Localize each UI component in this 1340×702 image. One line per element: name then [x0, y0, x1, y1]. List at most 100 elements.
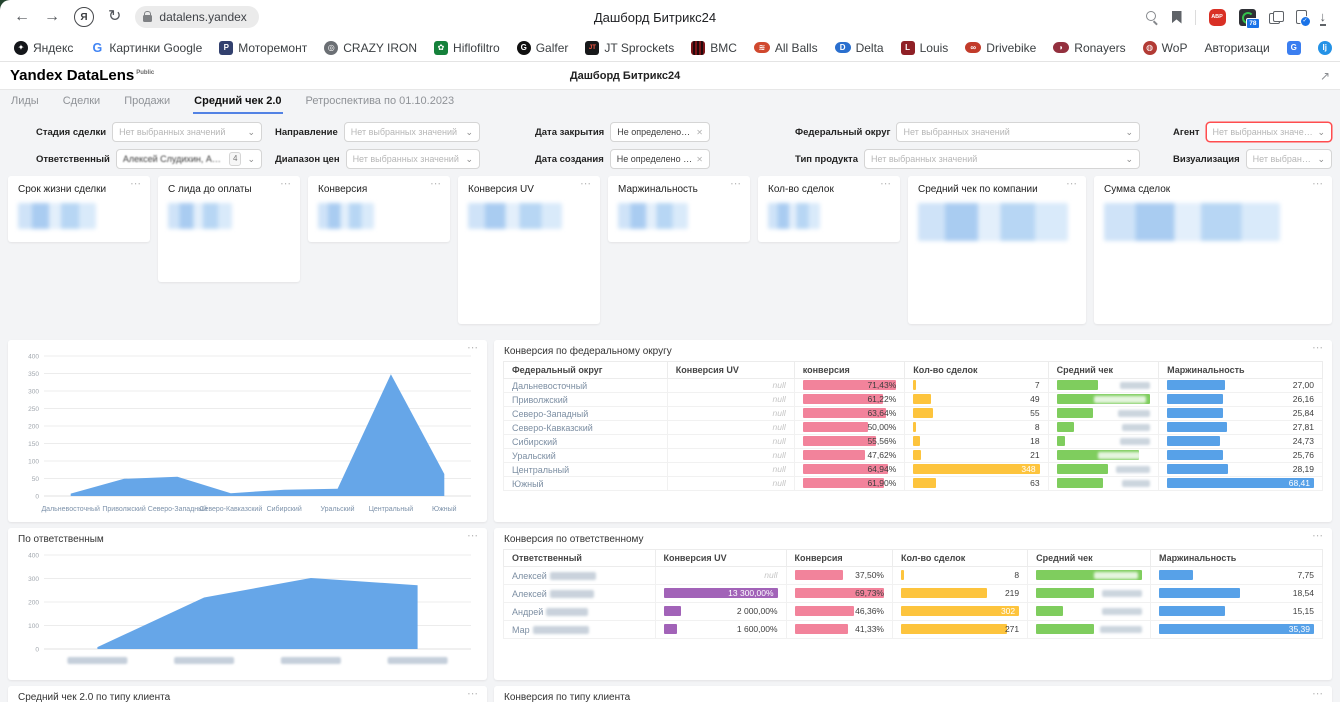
datalens-logo[interactable]: Yandex DataLens Public	[10, 67, 154, 84]
share-icon[interactable]: ↗	[1319, 68, 1330, 83]
back-button[interactable]: ←	[14, 8, 30, 25]
bookmark-icon[interactable]	[1171, 10, 1182, 24]
widget-menu-button[interactable]: ⋯	[430, 178, 442, 190]
bookmark-item[interactable]: ≋ All Balls	[753, 40, 818, 55]
tab-продажи[interactable]: Продажи	[124, 95, 171, 107]
bookmark-item[interactable]: D Delta	[834, 41, 884, 55]
column-header[interactable]: Конверсия	[785, 549, 894, 567]
table-bar-cell: 21	[913, 450, 1040, 461]
filter-control[interactable]: Нет выбранных значений⌄	[345, 149, 480, 169]
svg-text:100: 100	[28, 459, 39, 466]
search-icon[interactable]	[1145, 10, 1159, 24]
tab-ретроспектива-по-01-10-2023[interactable]: Ретроспектива по 01.10.2023	[305, 95, 455, 107]
table-bar-cell: 25,84	[1167, 408, 1314, 419]
widget-menu-button[interactable]: ⋯	[467, 342, 479, 354]
counter-extension-icon[interactable]: 78	[1238, 8, 1260, 29]
column-header[interactable]: Кол-во сделок	[904, 361, 1049, 379]
table-bar-cell	[1056, 408, 1151, 419]
column-header[interactable]: Средний чек	[1027, 549, 1151, 567]
widget-menu-button[interactable]: ⋯	[730, 178, 742, 190]
bookmark-label: All Balls	[774, 40, 818, 55]
column-header[interactable]: Кол-во сделок	[891, 549, 1029, 567]
filter-control[interactable]: Нет выбранных значений⌄	[896, 122, 1140, 142]
widget-menu-button[interactable]: ⋯	[1312, 688, 1324, 700]
svg-text:200: 200	[28, 424, 39, 431]
widget-menu-button[interactable]: ⋯	[130, 178, 142, 190]
bookmark-item[interactable]: Р Моторемонт	[219, 40, 307, 55]
toolbar-divider	[1194, 9, 1196, 25]
filter-control[interactable]: Нет выбранных значений⌄	[864, 149, 1140, 169]
filter-control[interactable]: Не определено - Не определено✕	[610, 122, 710, 142]
google-favicon: G	[92, 40, 103, 55]
forward-button[interactable]: →	[44, 8, 60, 25]
widget-menu-button[interactable]: ⋯	[1066, 178, 1078, 190]
chevron-down-icon[interactable]: ⌄	[247, 153, 255, 164]
widget-menu-button[interactable]: ⋯	[1312, 178, 1324, 190]
chevron-down-icon[interactable]: ⌄	[1125, 126, 1133, 137]
download-icon[interactable]: ↓	[1319, 8, 1326, 26]
table-bar-cell: null	[676, 450, 786, 461]
bookmark-item[interactable]: ◎ CRAZY IRON	[324, 40, 417, 55]
widget-menu-button[interactable]: ⋯	[467, 530, 479, 542]
column-header[interactable]: Конверсия UV	[654, 549, 787, 567]
column-header[interactable]: Ответственный	[503, 549, 656, 567]
kpi-title: Сумма сделок	[1104, 184, 1171, 195]
bookmark-item[interactable]: Ij	[1317, 40, 1332, 55]
close-icon[interactable]: ✕	[696, 127, 703, 137]
filter-тип-продукта: Тип продукта Нет выбранных значений ⌄	[795, 149, 1140, 169]
filter-control[interactable]: Нет выбранных значений⌄	[1205, 122, 1332, 142]
bookmark-item[interactable]: G Картинки Google	[90, 41, 202, 55]
tab-средний-чек-2-0[interactable]: Средний чек 2.0	[193, 92, 283, 114]
bookmark-item[interactable]: ∞ Drivebike	[965, 41, 1036, 55]
column-header[interactable]: Средний чек	[1047, 361, 1160, 379]
chevron-down-icon[interactable]: ⌄	[465, 126, 473, 137]
widget-menu-button[interactable]: ⋯	[1312, 342, 1324, 354]
doc-check-extension-icon[interactable]	[1295, 10, 1311, 27]
widget-menu-button[interactable]: ⋯	[280, 178, 292, 190]
filter-агент: Агент Нет выбранных значений ⌄	[1173, 122, 1332, 142]
tab-лиды[interactable]: Лиды	[11, 95, 39, 107]
column-header[interactable]: конверсия	[793, 361, 906, 379]
table-bar-cell: 47,62%	[802, 450, 896, 461]
chevron-down-icon[interactable]: ⌄	[1317, 126, 1325, 137]
filter-control[interactable]: Алексей Слудихин, Алексей Струков, Андре…	[115, 149, 262, 169]
close-icon[interactable]: ✕	[696, 154, 703, 164]
filter-control[interactable]: Нет выбранных значений⌄	[1245, 149, 1332, 169]
bookmark-item[interactable]: G	[1286, 40, 1301, 55]
chevron-down-icon[interactable]: ⌄	[1125, 153, 1133, 164]
bookmark-item[interactable]: Авторизаци	[1204, 41, 1269, 55]
column-header[interactable]: Федеральный округ	[503, 361, 668, 379]
chevron-down-icon[interactable]: ⌄	[247, 126, 255, 137]
reload-button[interactable]: ↻	[108, 8, 122, 25]
widget-menu-button[interactable]: ⋯	[467, 688, 479, 700]
row-name-cell: Уральский	[503, 448, 668, 463]
widget-menu-button[interactable]: ⋯	[1312, 530, 1324, 542]
filter-control[interactable]: Не определено - Не определено✕	[609, 149, 710, 169]
chevron-down-icon[interactable]: ⌄	[1317, 153, 1325, 164]
widget-avg-check-by-client-type: ⋯ Средний чек 2.0 по типу клиента	[8, 686, 487, 702]
cell-value: 219	[1004, 588, 1020, 598]
bookmark-item[interactable]: G Galfer	[516, 40, 568, 55]
column-header[interactable]: Маржинальность	[1158, 361, 1323, 379]
filter-control[interactable]: Нет выбранных значений⌄	[112, 122, 262, 142]
chevron-down-icon[interactable]: ⌄	[465, 153, 473, 164]
kpi-title: Конверсия UV	[468, 184, 534, 195]
bookmark-item[interactable]: ◗ Ronayers	[1053, 41, 1126, 55]
bookmark-item[interactable]: ◍ WoP	[1142, 40, 1187, 55]
yandex-browser-icon[interactable]: Я	[74, 7, 94, 27]
widget-menu-button[interactable]: ⋯	[880, 178, 892, 190]
bookmark-item[interactable]: ✦ Яндекс	[14, 40, 73, 55]
cell-value: 7	[1034, 380, 1040, 390]
bookmark-item[interactable]: JT JT Sprockets	[585, 40, 674, 55]
bookmark-item[interactable]: BMC	[691, 40, 737, 55]
column-header[interactable]: Конверсия UV	[666, 361, 795, 379]
tags-extension-icon[interactable]	[1268, 11, 1284, 24]
adblock-extension-icon[interactable]: ABP	[1208, 8, 1226, 26]
widget-menu-button[interactable]: ⋯	[580, 178, 592, 190]
column-header[interactable]: Маржинальность	[1149, 549, 1324, 567]
bookmark-item[interactable]: L Louis	[900, 40, 948, 55]
tab-сделки[interactable]: Сделки	[62, 95, 101, 107]
bookmark-item[interactable]: ✿ Hiflofiltro	[434, 40, 500, 55]
address-bar[interactable]: datalens.yandex	[135, 6, 259, 28]
filter-control[interactable]: Нет выбранных значений⌄	[343, 122, 480, 142]
